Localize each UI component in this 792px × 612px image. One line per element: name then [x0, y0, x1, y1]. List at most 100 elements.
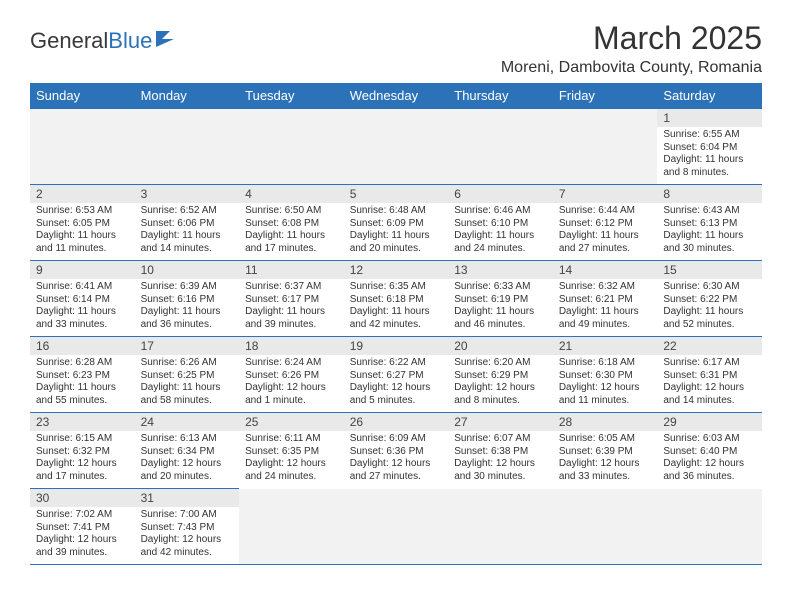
sunrise-text: Sunrise: 7:02 AM: [36, 509, 129, 522]
day-number: 29: [657, 413, 762, 431]
day-info: Sunrise: 6:03 AMSunset: 6:40 PMDaylight:…: [657, 431, 762, 487]
sunset-text: Sunset: 6:18 PM: [350, 294, 443, 307]
sunrise-text: Sunrise: 6:18 AM: [559, 357, 652, 370]
day-number: 28: [553, 413, 658, 431]
calendar-cell: 10Sunrise: 6:39 AMSunset: 6:16 PMDayligh…: [135, 261, 240, 337]
sunset-text: Sunset: 6:35 PM: [245, 446, 338, 459]
calendar-week: 23Sunrise: 6:15 AMSunset: 6:32 PMDayligh…: [30, 413, 762, 489]
day-number: 1: [657, 109, 762, 127]
sunrise-text: Sunrise: 6:41 AM: [36, 281, 129, 294]
calendar-cell: 11Sunrise: 6:37 AMSunset: 6:17 PMDayligh…: [239, 261, 344, 337]
daylight-text: Daylight: 12 hours and 30 minutes.: [454, 458, 547, 483]
calendar-cell: 22Sunrise: 6:17 AMSunset: 6:31 PMDayligh…: [657, 337, 762, 413]
sunset-text: Sunset: 6:26 PM: [245, 370, 338, 383]
calendar-cell: 19Sunrise: 6:22 AMSunset: 6:27 PMDayligh…: [344, 337, 449, 413]
day-info: Sunrise: 6:07 AMSunset: 6:38 PMDaylight:…: [448, 431, 553, 487]
sunrise-text: Sunrise: 6:17 AM: [663, 357, 756, 370]
day-header-row: Sunday Monday Tuesday Wednesday Thursday…: [30, 83, 762, 109]
sunset-text: Sunset: 6:32 PM: [36, 446, 129, 459]
sunset-text: Sunset: 6:22 PM: [663, 294, 756, 307]
month-title: March 2025: [501, 20, 762, 57]
sunrise-text: Sunrise: 6:53 AM: [36, 205, 129, 218]
calendar-cell: 15Sunrise: 6:30 AMSunset: 6:22 PMDayligh…: [657, 261, 762, 337]
day-info: Sunrise: 6:32 AMSunset: 6:21 PMDaylight:…: [553, 279, 658, 335]
daylight-text: Daylight: 12 hours and 17 minutes.: [36, 458, 129, 483]
calendar-cell: 29Sunrise: 6:03 AMSunset: 6:40 PMDayligh…: [657, 413, 762, 489]
col-wednesday: Wednesday: [344, 83, 449, 109]
sunset-text: Sunset: 6:16 PM: [141, 294, 234, 307]
day-number: 3: [135, 185, 240, 203]
calendar-week: 30Sunrise: 7:02 AMSunset: 7:41 PMDayligh…: [30, 489, 762, 565]
sunrise-text: Sunrise: 6:30 AM: [663, 281, 756, 294]
sunrise-text: Sunrise: 6:39 AM: [141, 281, 234, 294]
daylight-text: Daylight: 12 hours and 5 minutes.: [350, 382, 443, 407]
sunrise-text: Sunrise: 6:43 AM: [663, 205, 756, 218]
sunrise-text: Sunrise: 6:13 AM: [141, 433, 234, 446]
calendar-cell: [448, 489, 553, 565]
daylight-text: Daylight: 11 hours and 58 minutes.: [141, 382, 234, 407]
daylight-text: Daylight: 12 hours and 11 minutes.: [559, 382, 652, 407]
calendar-cell: [239, 489, 344, 565]
sunrise-text: Sunrise: 6:09 AM: [350, 433, 443, 446]
sunset-text: Sunset: 6:14 PM: [36, 294, 129, 307]
sunset-text: Sunset: 6:19 PM: [454, 294, 547, 307]
sunrise-text: Sunrise: 6:52 AM: [141, 205, 234, 218]
daylight-text: Daylight: 11 hours and 20 minutes.: [350, 230, 443, 255]
sunset-text: Sunset: 6:17 PM: [245, 294, 338, 307]
day-info: Sunrise: 6:48 AMSunset: 6:09 PMDaylight:…: [344, 203, 449, 259]
day-info: Sunrise: 6:05 AMSunset: 6:39 PMDaylight:…: [553, 431, 658, 487]
day-number: 20: [448, 337, 553, 355]
calendar-cell: 2Sunrise: 6:53 AMSunset: 6:05 PMDaylight…: [30, 185, 135, 261]
calendar-cell: [239, 109, 344, 185]
sunset-text: Sunset: 6:40 PM: [663, 446, 756, 459]
sunset-text: Sunset: 6:13 PM: [663, 218, 756, 231]
day-info: Sunrise: 6:13 AMSunset: 6:34 PMDaylight:…: [135, 431, 240, 487]
calendar-cell: [657, 489, 762, 565]
calendar-page: GeneralBlue March 2025 Moreni, Dambovita…: [0, 0, 792, 585]
day-number: 15: [657, 261, 762, 279]
calendar-cell: [448, 109, 553, 185]
daylight-text: Daylight: 11 hours and 36 minutes.: [141, 306, 234, 331]
daylight-text: Daylight: 12 hours and 33 minutes.: [559, 458, 652, 483]
sunrise-text: Sunrise: 6:24 AM: [245, 357, 338, 370]
calendar-cell: 7Sunrise: 6:44 AMSunset: 6:12 PMDaylight…: [553, 185, 658, 261]
day-number: 5: [344, 185, 449, 203]
logo-part1: General: [30, 28, 108, 54]
sunrise-text: Sunrise: 6:48 AM: [350, 205, 443, 218]
day-info: Sunrise: 6:37 AMSunset: 6:17 PMDaylight:…: [239, 279, 344, 335]
day-info: Sunrise: 6:33 AMSunset: 6:19 PMDaylight:…: [448, 279, 553, 335]
sunset-text: Sunset: 6:09 PM: [350, 218, 443, 231]
calendar-cell: 9Sunrise: 6:41 AMSunset: 6:14 PMDaylight…: [30, 261, 135, 337]
sunset-text: Sunset: 6:04 PM: [663, 142, 756, 155]
col-tuesday: Tuesday: [239, 83, 344, 109]
daylight-text: Daylight: 11 hours and 55 minutes.: [36, 382, 129, 407]
calendar-cell: [344, 109, 449, 185]
day-info: Sunrise: 6:46 AMSunset: 6:10 PMDaylight:…: [448, 203, 553, 259]
calendar-cell: 24Sunrise: 6:13 AMSunset: 6:34 PMDayligh…: [135, 413, 240, 489]
daylight-text: Daylight: 11 hours and 46 minutes.: [454, 306, 547, 331]
day-number: 21: [553, 337, 658, 355]
day-info: Sunrise: 6:55 AMSunset: 6:04 PMDaylight:…: [657, 127, 762, 183]
col-friday: Friday: [553, 83, 658, 109]
day-info: Sunrise: 6:09 AMSunset: 6:36 PMDaylight:…: [344, 431, 449, 487]
day-info: Sunrise: 6:15 AMSunset: 6:32 PMDaylight:…: [30, 431, 135, 487]
day-number: 12: [344, 261, 449, 279]
calendar-cell: 6Sunrise: 6:46 AMSunset: 6:10 PMDaylight…: [448, 185, 553, 261]
calendar-week: 9Sunrise: 6:41 AMSunset: 6:14 PMDaylight…: [30, 261, 762, 337]
sunset-text: Sunset: 6:29 PM: [454, 370, 547, 383]
day-number: 31: [135, 489, 240, 507]
day-info: Sunrise: 6:53 AMSunset: 6:05 PMDaylight:…: [30, 203, 135, 259]
day-info: Sunrise: 6:28 AMSunset: 6:23 PMDaylight:…: [30, 355, 135, 411]
calendar-table: Sunday Monday Tuesday Wednesday Thursday…: [30, 83, 762, 565]
daylight-text: Daylight: 11 hours and 33 minutes.: [36, 306, 129, 331]
daylight-text: Daylight: 11 hours and 30 minutes.: [663, 230, 756, 255]
day-number: 4: [239, 185, 344, 203]
sunset-text: Sunset: 6:23 PM: [36, 370, 129, 383]
day-info: Sunrise: 7:00 AMSunset: 7:43 PMDaylight:…: [135, 507, 240, 563]
logo-part2: Blue: [108, 28, 152, 54]
daylight-text: Daylight: 11 hours and 42 minutes.: [350, 306, 443, 331]
daylight-text: Daylight: 11 hours and 27 minutes.: [559, 230, 652, 255]
calendar-cell: [553, 489, 658, 565]
day-number: 25: [239, 413, 344, 431]
day-number: 8: [657, 185, 762, 203]
